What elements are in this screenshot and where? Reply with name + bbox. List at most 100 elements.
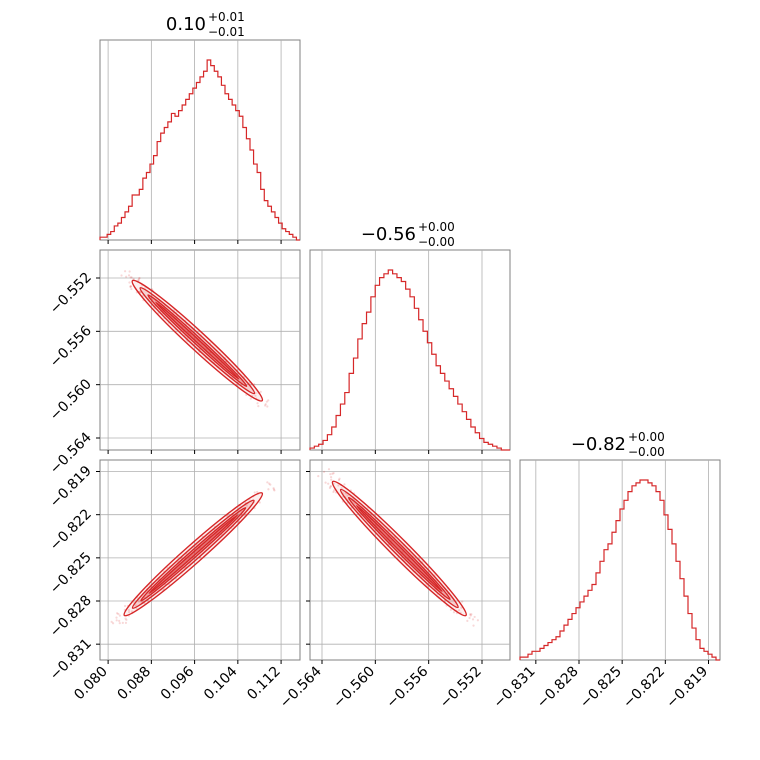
panel-1-1-frame [309,249,511,451]
title-param-1-value: −0.56 [361,224,416,245]
panel-2-0-point-76 [124,621,128,624]
panel-2-1-point-12 [332,471,335,475]
axis-param-2-xlabel-1: −0.828 [534,664,582,712]
panel-2-0-contour-2 [140,506,247,602]
panel-2-0-contour-0 [123,492,264,617]
panel-2-1-point-57 [343,483,346,486]
panel-1-0-point-52 [128,270,131,273]
title-param-2: −0.82 +0.00−0.00 [571,430,665,459]
axis-param-2-xlabel-4: −0.819 [663,664,711,712]
axis-param-2-left-ylabel-1: −0.822 [47,506,95,554]
panel-2-1-point-99 [338,477,341,480]
panel-2-0-point-96 [117,612,120,616]
panel-2-0-point-41 [130,610,134,613]
panel-0-0-histogram [99,59,300,241]
panel-2-1-point-132 [346,494,349,497]
panel-2-0-point-31 [253,491,256,494]
panel-2-1-point-139 [469,613,472,616]
panel-2-2-frame [519,459,721,661]
title-param-1-plus: +0.00 [418,220,455,234]
panel-2-0-contour-3 [148,514,239,595]
panel-2-1-point-126 [468,616,471,620]
title-param-2-plus: +0.00 [628,430,665,444]
panel-2-0-point-81 [127,608,131,612]
panel-2-0-point-57 [123,604,127,608]
panel-1-0-point-30 [265,400,268,403]
title-param-0-minus: −0.01 [208,25,245,39]
panel-2-1-point-135 [337,478,341,482]
panel-1-0-point-21 [129,285,132,289]
panel-1-0-point-126 [249,397,252,400]
panel-2-1-point-40 [330,478,333,481]
panel-2-0-point-119 [115,619,118,622]
panel-1-0-point-102 [264,403,267,406]
panel-2-1-point-128 [466,619,469,622]
panel-2-1-point-107 [327,468,331,471]
panel-1-0-point-13 [267,399,270,402]
panel-2-1-point-134 [317,475,320,478]
panel-1-0-point-74 [129,285,132,288]
panel-1-0-contour-0 [131,279,264,402]
title-param-1: −0.56 +0.00−0.00 [361,220,455,249]
panel-1-0-point-3 [129,285,132,288]
panel-2-1-point-27 [329,484,332,488]
panel-1-0-point-57 [138,276,141,280]
panel-2-1-point-36 [340,487,343,490]
axis-param-0-xlabel-0: 0.080 [71,664,111,704]
panel-2-0-point-30 [134,604,137,607]
panel-2-1-contour-1 [339,488,459,609]
panel-2-1-frame [309,459,511,661]
panel-2-1-point-131 [331,472,334,475]
panel-2-1-point-65 [337,484,340,487]
panel-1-0-point-96 [130,276,133,279]
axis-param-1-xlabel-0: −0.564 [277,663,325,711]
title-param-2-value: −0.82 [571,434,626,455]
panel-1-0-point-91 [266,405,269,408]
panel-1-0-point-110 [254,394,257,397]
axis-param-1-left-ylabel-0: −0.552 [47,270,95,318]
axis-param-1-left-ylabel-2: −0.560 [47,376,95,424]
panel-1-0-point-11 [257,404,260,408]
panel-0-0-frame [99,39,301,241]
panel-2-1-point-17 [471,618,475,621]
panel-2-0-point-105 [245,504,248,507]
axis-param-2-xlabel-2: −0.825 [577,664,625,712]
panel-1-0-point-45 [123,270,127,273]
axis-param-2-left-ylabel-3: −0.828 [47,593,95,641]
axis-param-0-xlabel-3: 0.104 [201,663,241,703]
panel-2-1-point-123 [323,470,326,473]
title-param-1-minus: −0.00 [418,235,455,249]
panel-1-1-histogram [309,269,510,451]
axis-param-1-xlabel-1: −0.560 [330,664,378,712]
axis-param-1-xlabel-2: −0.556 [384,663,432,711]
panel-2-0-point-38 [124,617,127,620]
panel-1-0-point-85 [254,391,257,395]
panel-2-1-point-138 [472,624,475,627]
panel-2-1-point-54 [469,614,472,617]
panel-2-0-point-68 [127,610,131,614]
panel-1-0-point-120 [138,290,141,293]
panel-2-0-point-129 [272,487,275,490]
panel-2-0-point-60 [116,612,119,615]
axis-param-0-xlabel-2: 0.096 [158,663,198,703]
panel-1-0-point-62 [132,277,135,281]
panel-2-0-point-8 [269,483,272,486]
panel-1-0-point-75 [138,277,141,280]
panel-2-0-point-73 [121,621,124,624]
panel-2-1-point-41 [452,611,456,614]
panel-2-1-point-4 [449,608,453,611]
axis-param-0-xlabel-4: 0.112 [244,664,284,704]
panel-2-0-point-90 [118,619,121,623]
panel-1-0-point-69 [120,274,123,277]
panel-2-1-contour-3 [355,504,443,593]
panel-2-1-point-18 [470,613,473,616]
panel-2-1-point-133 [458,608,461,612]
panel-2-0-point-0 [267,488,270,491]
panel-2-0-contour-1 [131,499,255,609]
panel-1-0-point-117 [259,390,262,393]
title-param-0-value: 0.10 [166,14,206,35]
panel-2-1-point-81 [328,486,332,490]
panel-2-0-point-74 [272,488,276,491]
panel-2-2-histogram [519,479,720,661]
